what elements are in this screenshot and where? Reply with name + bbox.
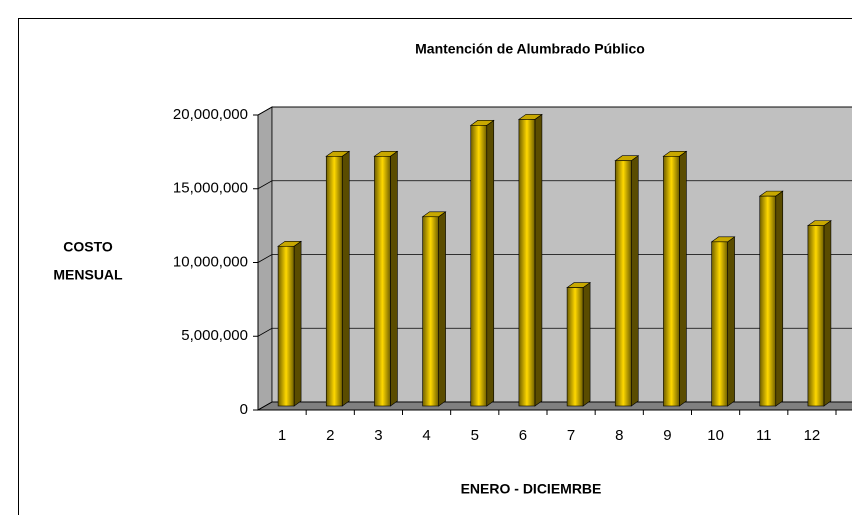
x-tick-label: 5: [471, 427, 479, 444]
x-tick-label: 4: [422, 427, 430, 444]
bar-side: [486, 119, 495, 407]
bar: [325, 156, 343, 407]
bar-side: [775, 190, 784, 407]
x-tick-label: 1: [278, 427, 286, 444]
bar-side: [727, 236, 735, 407]
bar-side: [534, 113, 543, 407]
bar: [374, 156, 391, 407]
bar-side: [438, 211, 446, 407]
bar: [759, 195, 777, 407]
x-tick-label: 12: [804, 427, 821, 444]
y-axis-title: MENSUAL: [53, 267, 123, 283]
grid-line: [257, 106, 852, 116]
bar: [614, 160, 632, 407]
x-tick-label: 8: [615, 427, 623, 444]
chart-title: Mantención de Alumbrado Público: [415, 41, 645, 57]
bar: [422, 216, 439, 407]
bar-side: [582, 281, 591, 407]
bar: [566, 287, 584, 407]
bar-side: [679, 150, 687, 407]
x-tick-label: 6: [519, 427, 527, 444]
bar: [711, 241, 728, 407]
bar: [470, 125, 488, 407]
bar-side: [630, 155, 639, 407]
bar-side: [390, 150, 398, 407]
y-tick-label: 0: [240, 401, 248, 418]
x-tick-label: 9: [663, 427, 671, 444]
bar: [807, 225, 825, 407]
y-tick-label: 5,000,000: [181, 327, 248, 344]
bar: [277, 245, 295, 407]
x-tick-label: 10: [707, 427, 724, 444]
bar-side: [293, 240, 302, 407]
y-tick-label: 20,000,000: [173, 106, 248, 123]
x-tick-label: 7: [567, 427, 575, 444]
bar-side: [823, 220, 832, 407]
x-axis-title: ENERO - DICIEMRBE: [461, 481, 602, 497]
x-tick-label: 3: [374, 427, 382, 444]
y-axis-title: COSTO: [63, 239, 113, 255]
x-tick-label: 11: [756, 427, 772, 444]
y-tick-label: 15,000,000: [173, 180, 248, 197]
bar: [518, 119, 536, 407]
y-tick-label: 10,000,000: [173, 253, 248, 270]
bar-side: [341, 150, 350, 407]
x-tick-label: 2: [326, 427, 334, 444]
bar: [663, 156, 680, 407]
